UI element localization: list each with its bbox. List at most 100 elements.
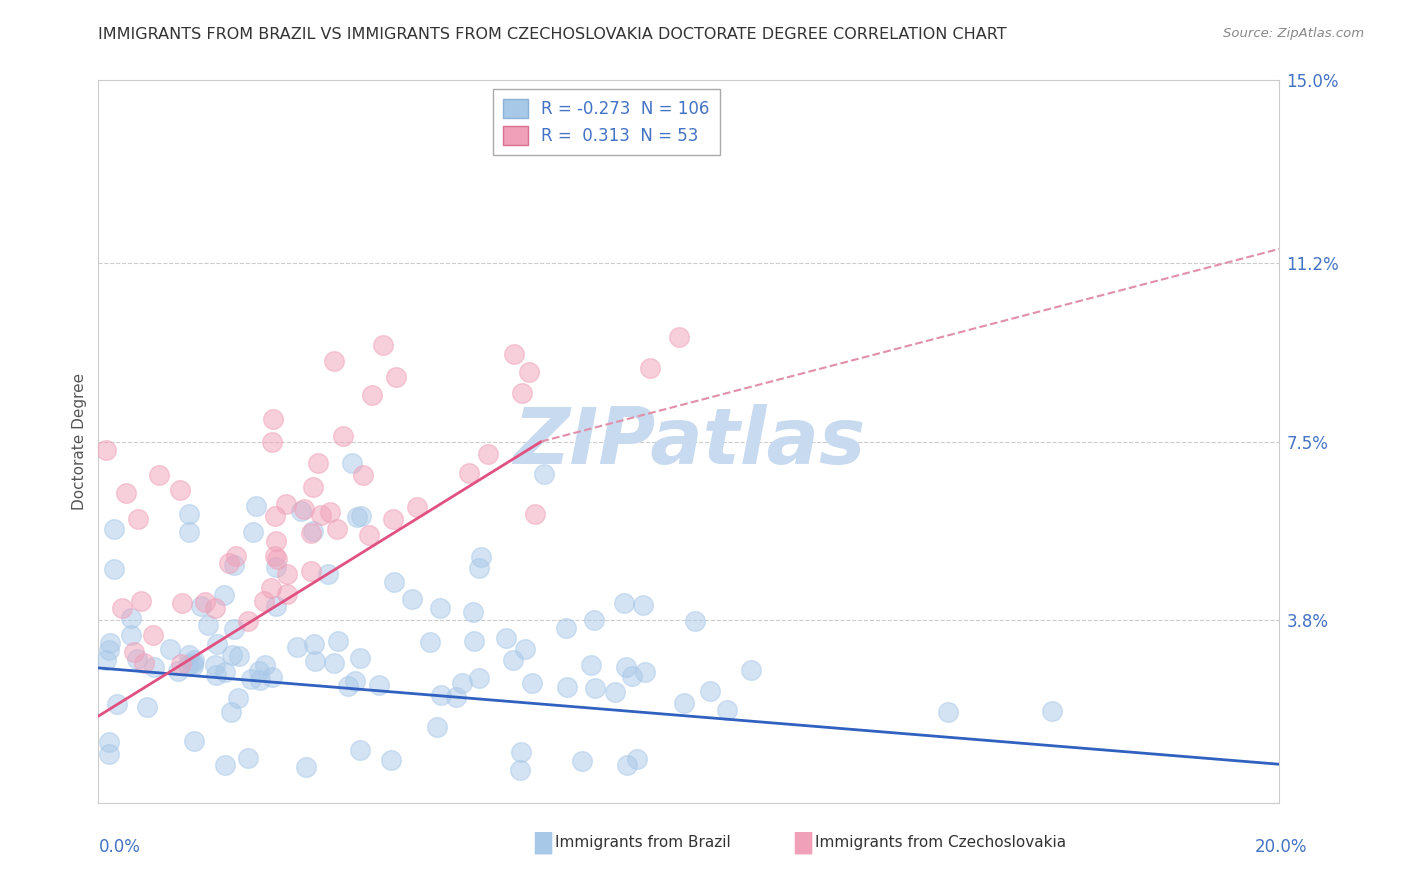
Point: [194, 595, 217, 609]
Point: [936, 705, 959, 719]
Point: [205, 637, 228, 651]
Text: 20.0%: 20.0%: [1256, 838, 1308, 856]
Point: [222, 622, 245, 636]
Point: [429, 601, 451, 615]
Point: [294, 759, 316, 773]
Point: [219, 705, 242, 719]
Point: [614, 660, 637, 674]
Point: [367, 678, 389, 692]
Point: [94, 653, 117, 667]
Point: [1040, 704, 1063, 718]
Point: [183, 733, 205, 747]
Point: [264, 533, 287, 548]
Point: [225, 549, 247, 564]
Point: [326, 522, 349, 536]
Point: [143, 659, 166, 673]
Point: [276, 587, 298, 601]
Point: [292, 502, 315, 516]
Point: [111, 601, 134, 615]
Point: [668, 329, 690, 343]
Point: [304, 654, 326, 668]
Point: [519, 365, 541, 379]
Point: [336, 679, 359, 693]
Legend: R = -0.273  N = 106, R =  0.313  N = 53: R = -0.273 N = 106, R = 0.313 N = 53: [494, 88, 720, 155]
Point: [673, 696, 696, 710]
Point: [120, 611, 142, 625]
Point: [249, 673, 271, 687]
Point: [260, 670, 283, 684]
Point: [357, 528, 380, 542]
Point: [205, 668, 228, 682]
Point: [122, 645, 145, 659]
Point: [523, 507, 546, 521]
Point: [142, 628, 165, 642]
Point: [503, 347, 526, 361]
Point: [429, 688, 451, 702]
Point: [179, 524, 201, 539]
Point: [626, 752, 648, 766]
Point: [512, 386, 534, 401]
Point: [583, 613, 606, 627]
Point: [238, 614, 260, 628]
Text: Immigrants from Brazil: Immigrants from Brazil: [555, 836, 731, 850]
Point: [533, 467, 555, 481]
Point: [302, 637, 325, 651]
Point: [616, 758, 638, 772]
Point: [468, 671, 491, 685]
Point: [214, 665, 236, 679]
Point: [179, 648, 201, 663]
Y-axis label: Doctorate Degree: Doctorate Degree: [72, 373, 87, 510]
Point: [214, 588, 236, 602]
Point: [461, 605, 484, 619]
Point: [148, 467, 170, 482]
Point: [328, 633, 350, 648]
Point: [579, 657, 602, 672]
Point: [136, 700, 159, 714]
Point: [170, 596, 193, 610]
Point: [169, 483, 191, 497]
Point: [510, 746, 533, 760]
Point: [603, 684, 626, 698]
Point: [322, 657, 344, 671]
Point: [177, 657, 200, 672]
Point: [266, 551, 288, 566]
Point: [477, 447, 499, 461]
Point: [262, 411, 284, 425]
Point: [513, 642, 536, 657]
Point: [381, 512, 404, 526]
Point: [285, 640, 308, 654]
Point: [621, 669, 644, 683]
Point: [179, 507, 201, 521]
Point: [382, 575, 405, 590]
Point: [557, 681, 579, 695]
Point: [127, 512, 149, 526]
Point: [254, 657, 277, 672]
Point: [181, 656, 204, 670]
Point: [740, 663, 762, 677]
Point: [96, 443, 118, 458]
Point: [332, 429, 354, 443]
Point: [264, 599, 287, 613]
Point: [245, 499, 267, 513]
Point: [183, 659, 205, 673]
Point: [299, 526, 322, 541]
Point: [583, 681, 606, 696]
Point: [218, 557, 240, 571]
Point: [468, 560, 491, 574]
Point: [419, 635, 441, 649]
Point: [132, 657, 155, 671]
Point: [319, 505, 342, 519]
Point: [260, 434, 283, 449]
Point: [509, 763, 531, 777]
Point: [204, 600, 226, 615]
Point: [166, 664, 188, 678]
Point: [502, 653, 524, 667]
Point: [699, 683, 721, 698]
Point: [226, 690, 249, 705]
Point: [224, 558, 246, 573]
Text: ZIPatlas: ZIPatlas: [513, 403, 865, 480]
Point: [264, 549, 287, 563]
Point: [307, 456, 329, 470]
Point: [450, 676, 472, 690]
Point: [253, 594, 276, 608]
